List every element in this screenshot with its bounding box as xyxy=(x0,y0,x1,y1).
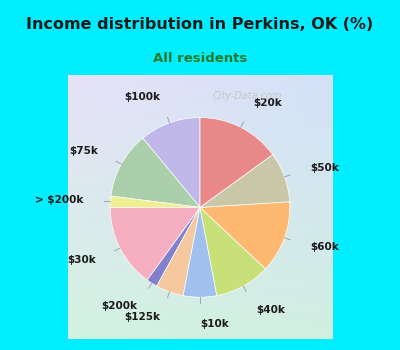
Wedge shape xyxy=(200,202,290,269)
Wedge shape xyxy=(143,118,200,207)
Text: $10k: $10k xyxy=(200,319,229,329)
Wedge shape xyxy=(110,207,200,280)
Text: $60k: $60k xyxy=(310,242,339,252)
Text: $100k: $100k xyxy=(124,92,160,103)
Text: $40k: $40k xyxy=(256,305,285,315)
Text: $200k: $200k xyxy=(102,301,138,311)
Text: $75k: $75k xyxy=(69,146,98,156)
Text: Income distribution in Perkins, OK (%): Income distribution in Perkins, OK (%) xyxy=(26,16,374,32)
Wedge shape xyxy=(111,138,200,207)
Wedge shape xyxy=(183,207,217,297)
Text: $20k: $20k xyxy=(253,98,282,108)
Text: $50k: $50k xyxy=(310,163,339,173)
Wedge shape xyxy=(110,196,200,208)
Text: All residents: All residents xyxy=(153,52,247,65)
Wedge shape xyxy=(147,207,200,286)
Text: $30k: $30k xyxy=(67,256,96,265)
Wedge shape xyxy=(200,118,273,207)
Wedge shape xyxy=(200,155,290,207)
Text: City-Data.com: City-Data.com xyxy=(213,91,282,102)
Text: $125k: $125k xyxy=(124,312,160,322)
Text: > $200k: > $200k xyxy=(35,195,84,205)
Wedge shape xyxy=(157,207,200,296)
Wedge shape xyxy=(200,207,266,296)
